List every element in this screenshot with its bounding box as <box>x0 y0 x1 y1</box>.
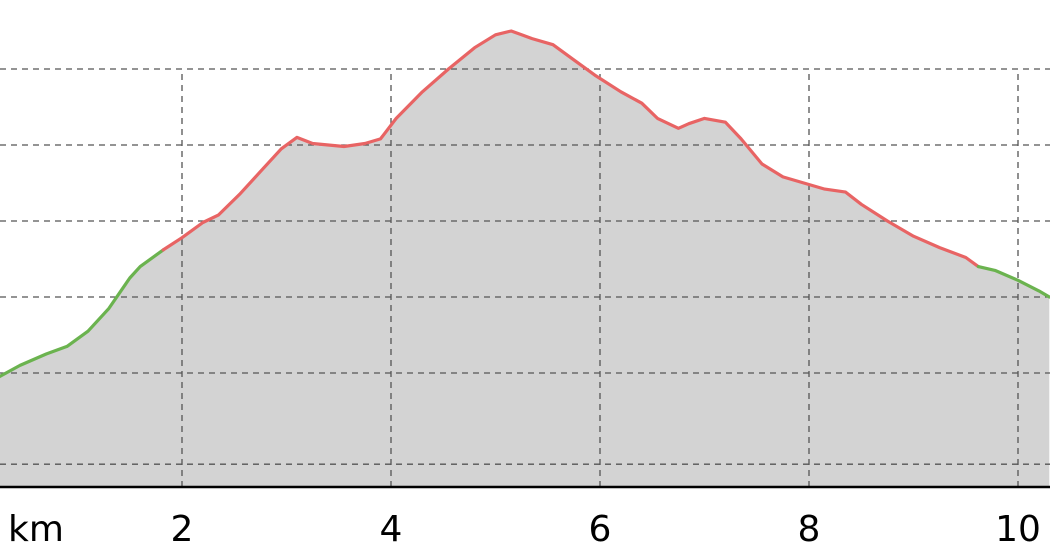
moderate-grade-segment <box>0 248 165 379</box>
x-tick-label: 8 <box>798 509 821 550</box>
x-tick-label: 6 <box>589 509 612 550</box>
x-tick-label: 10 <box>995 509 1041 550</box>
x-axis-labels: km 2 4 6 8 10 <box>8 509 1041 550</box>
steep-grade-segment <box>161 29 980 269</box>
x-tick-label: 4 <box>380 509 403 550</box>
x-tick-label: 2 <box>171 509 194 550</box>
moderate-grade-segment <box>976 265 1050 299</box>
x-axis-unit-label: km <box>8 509 64 550</box>
elevation-area-fill <box>0 31 1050 487</box>
gridlines <box>0 68 1050 487</box>
elevation-area <box>0 31 1050 487</box>
elevation-line <box>0 29 1050 379</box>
